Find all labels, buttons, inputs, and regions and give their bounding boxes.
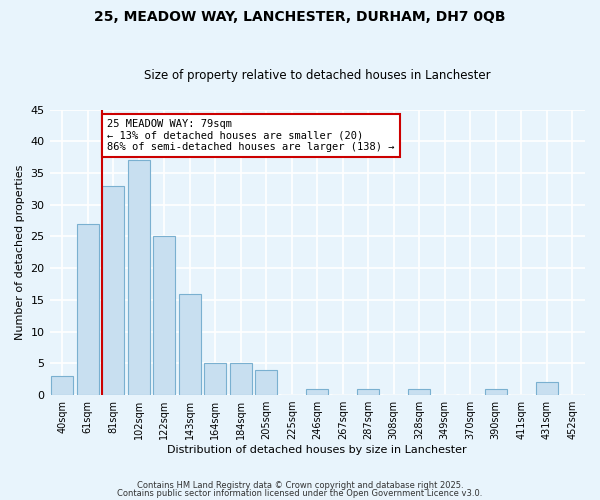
Text: Contains HM Land Registry data © Crown copyright and database right 2025.: Contains HM Land Registry data © Crown c… bbox=[137, 481, 463, 490]
Title: Size of property relative to detached houses in Lanchester: Size of property relative to detached ho… bbox=[144, 69, 491, 82]
Bar bbox=[536, 382, 557, 395]
Bar bbox=[154, 236, 175, 395]
Bar bbox=[205, 364, 226, 395]
Bar bbox=[409, 388, 430, 395]
Text: 25, MEADOW WAY, LANCHESTER, DURHAM, DH7 0QB: 25, MEADOW WAY, LANCHESTER, DURHAM, DH7 … bbox=[94, 10, 506, 24]
Y-axis label: Number of detached properties: Number of detached properties bbox=[15, 164, 25, 340]
Bar bbox=[230, 364, 251, 395]
Bar bbox=[307, 388, 328, 395]
Bar bbox=[103, 186, 124, 395]
Text: 25 MEADOW WAY: 79sqm
← 13% of detached houses are smaller (20)
86% of semi-detac: 25 MEADOW WAY: 79sqm ← 13% of detached h… bbox=[107, 119, 394, 152]
X-axis label: Distribution of detached houses by size in Lanchester: Distribution of detached houses by size … bbox=[167, 445, 467, 455]
Bar bbox=[52, 376, 73, 395]
Bar bbox=[358, 388, 379, 395]
Bar bbox=[179, 294, 200, 395]
Text: Contains public sector information licensed under the Open Government Licence v3: Contains public sector information licen… bbox=[118, 488, 482, 498]
Bar bbox=[77, 224, 98, 395]
Bar bbox=[256, 370, 277, 395]
Bar bbox=[128, 160, 149, 395]
Bar bbox=[485, 388, 506, 395]
